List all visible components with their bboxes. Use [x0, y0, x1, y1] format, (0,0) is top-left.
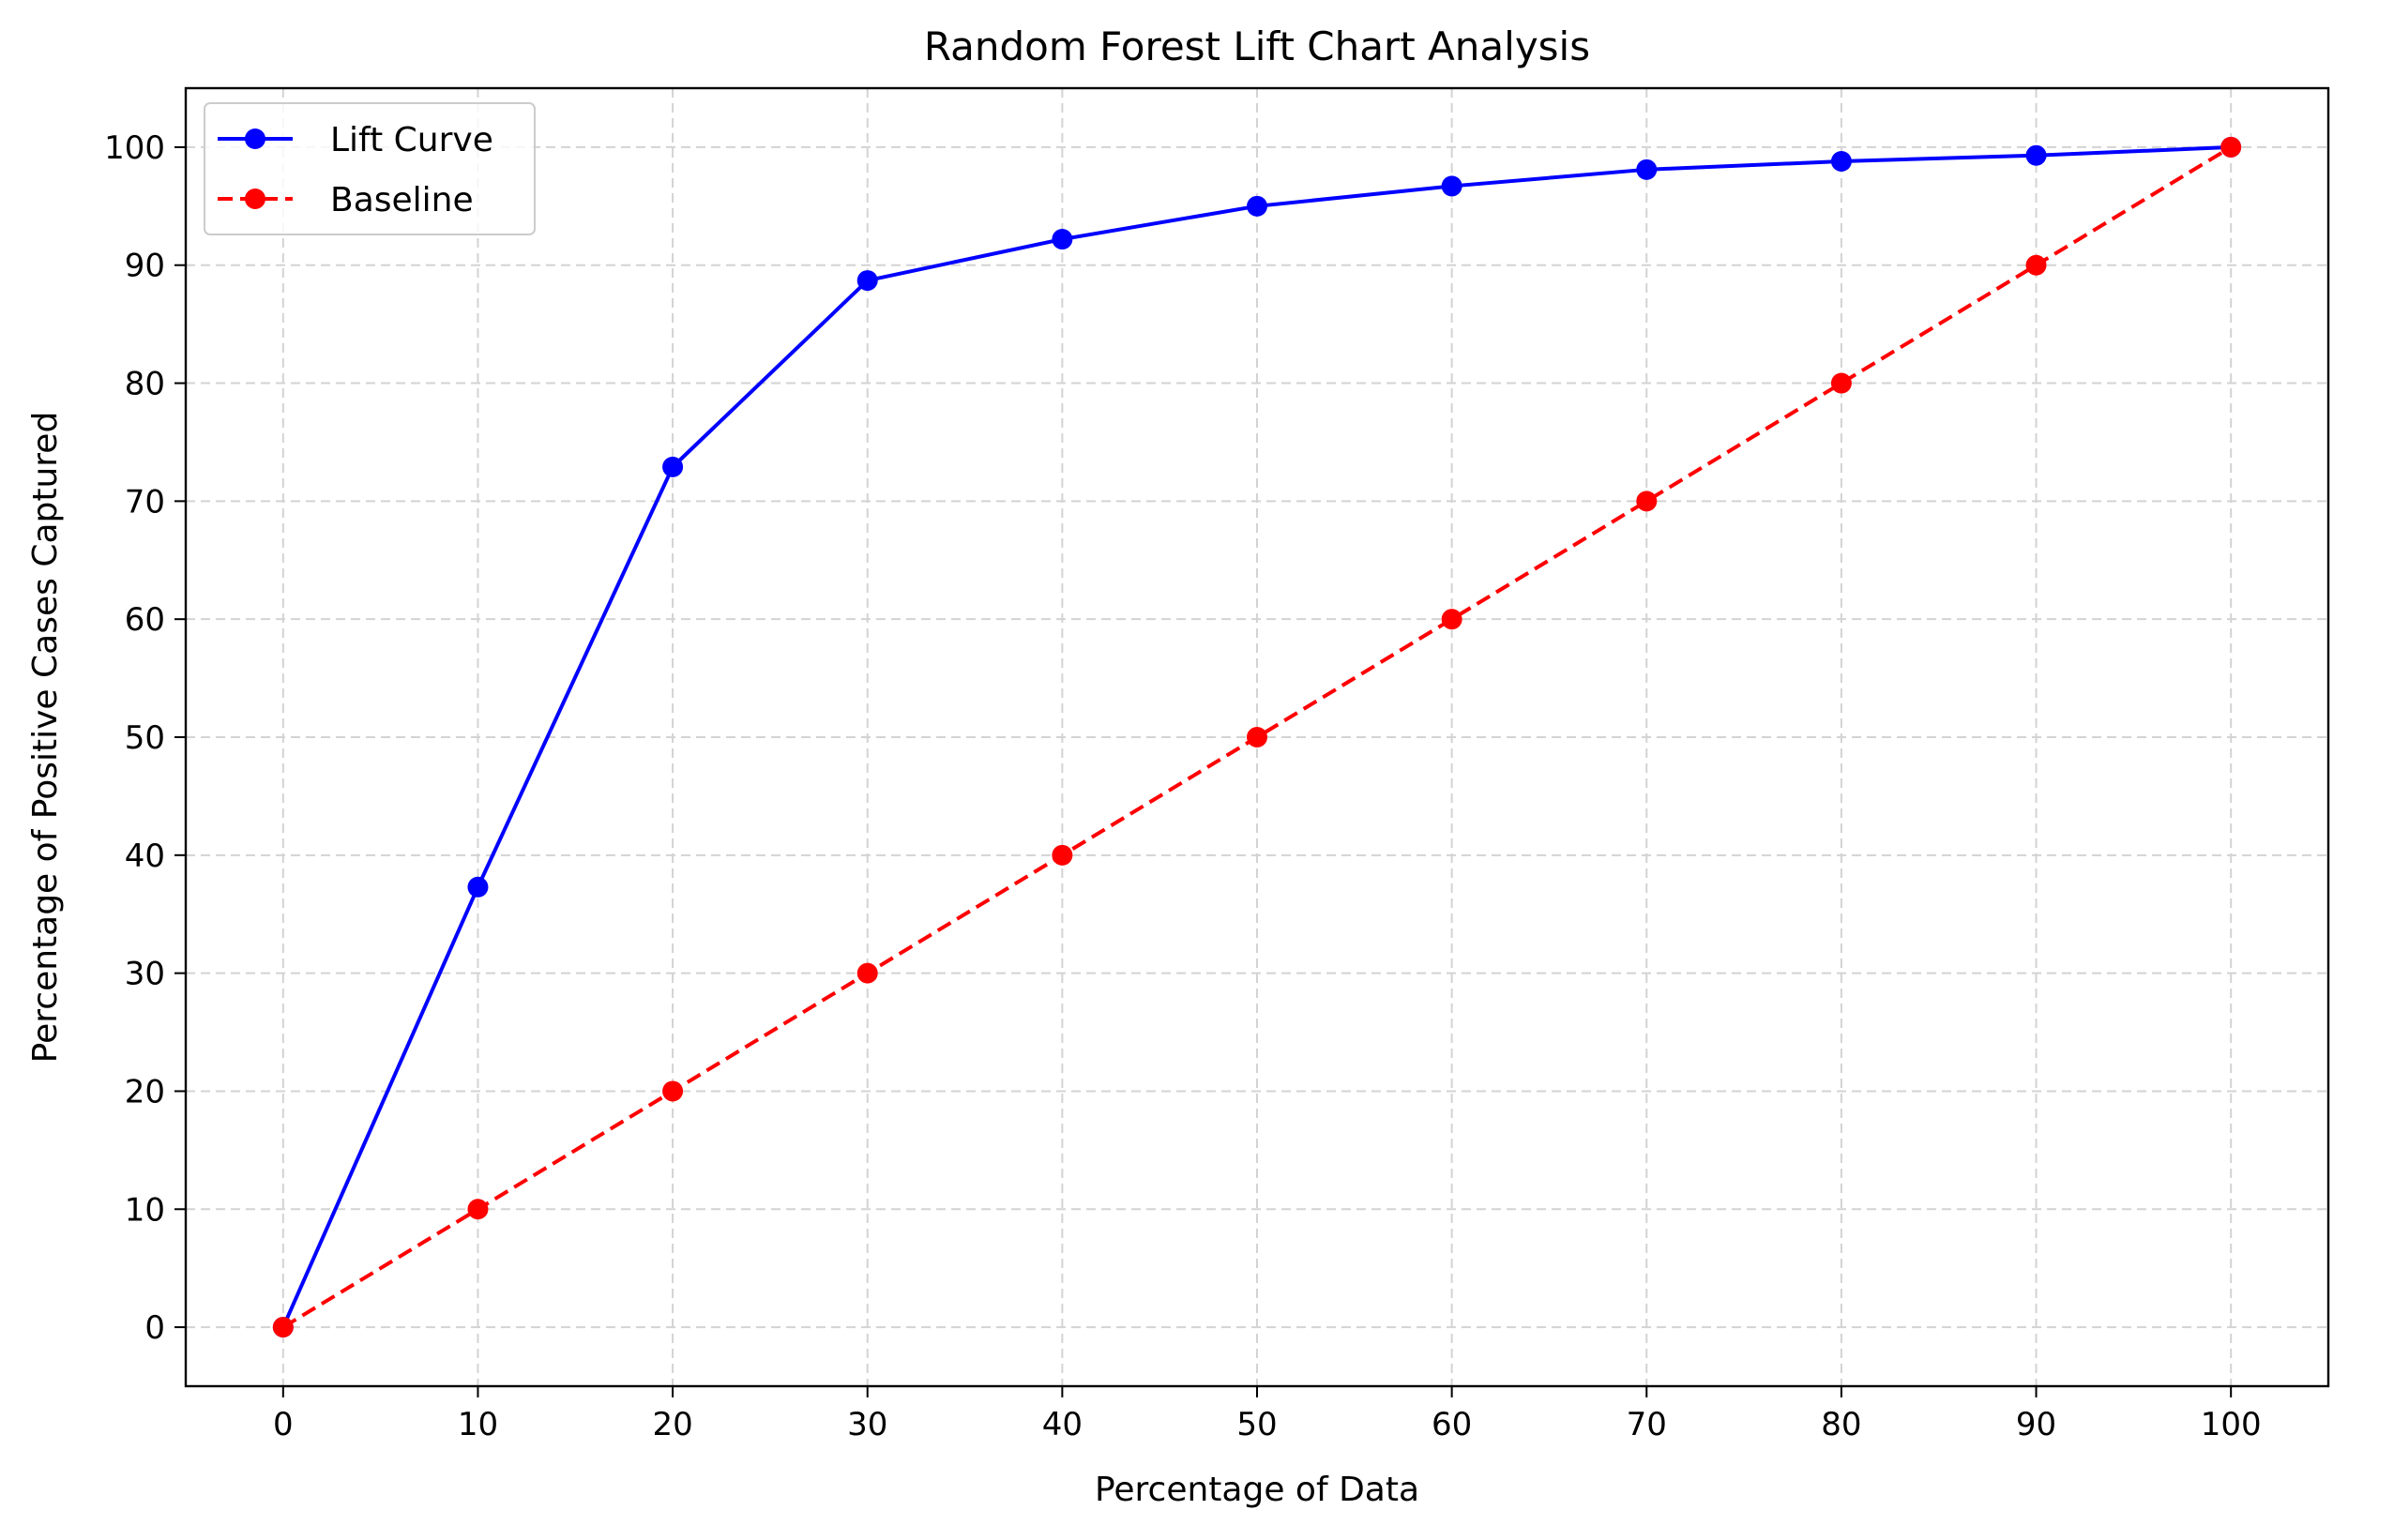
lift-curve-point-5 [1247, 195, 1267, 217]
baseline-point-6 [1441, 609, 1462, 630]
y-tick-label-70: 70 [125, 483, 165, 521]
baseline-point-1 [467, 1199, 489, 1220]
baseline-point-8 [1830, 372, 1852, 394]
baseline-point-9 [2025, 254, 2047, 276]
chart-title: Random Forest Lift Chart Analysis [924, 23, 1590, 69]
y-tick-label-20: 20 [125, 1073, 165, 1110]
y-tick-label-30: 30 [125, 956, 165, 993]
lift-curve-point-1 [467, 876, 489, 898]
lift-curve-point-6 [1441, 175, 1462, 197]
y-tick-label-80: 80 [125, 366, 165, 403]
baseline-point-3 [856, 962, 878, 984]
x-tick-label-40: 40 [1042, 1406, 1083, 1443]
y-tick-label-90: 90 [125, 248, 165, 285]
y-tick-label-0: 0 [144, 1309, 165, 1347]
x-tick-label-80: 80 [1821, 1406, 1861, 1443]
legend-marker-baseline [245, 189, 265, 209]
x-tick-label-10: 10 [458, 1406, 498, 1443]
x-tick-label-0: 0 [273, 1406, 294, 1443]
x-tick-label-50: 50 [1236, 1406, 1277, 1443]
x-tick-label-30: 30 [847, 1406, 887, 1443]
lift-curve-point-4 [1052, 229, 1073, 250]
y-tick-label-40: 40 [125, 838, 165, 875]
ticks: 0 10 20 30 40 50 60 70 80 90 100 0 10 20 30 40 50 60 70 80 9… [104, 129, 2262, 1443]
legend: Lift Curve Baseline [204, 102, 536, 235]
lift-curve-point-2 [662, 456, 684, 477]
x-tick-label-90: 90 [2016, 1406, 2056, 1443]
y-tick-label-100: 100 [104, 129, 165, 167]
legend-marker-lift-curve [245, 128, 265, 149]
baseline-point-0 [272, 1317, 294, 1338]
y-tick-label-10: 10 [125, 1191, 165, 1229]
lift-curve-point-8 [1830, 151, 1852, 173]
baseline-point-4 [1052, 844, 1073, 866]
y-tick-label-60: 60 [125, 601, 165, 639]
x-tick-label-20: 20 [652, 1406, 692, 1443]
lift-curve-point-9 [2025, 144, 2047, 166]
legend-items: Lift Curve Baseline [218, 121, 493, 219]
legend-label-lift-curve: Lift Curve [330, 121, 493, 159]
baseline-point-7 [1636, 491, 1658, 512]
legend-label-baseline: Baseline [330, 181, 474, 219]
series-layer [272, 136, 2242, 1338]
x-tick-label-60: 60 [1432, 1406, 1472, 1443]
baseline-point-5 [1247, 727, 1267, 747]
x-tick-label-70: 70 [1627, 1406, 1667, 1443]
x-tick-label-100: 100 [2201, 1406, 2262, 1443]
y-tick-label-50: 50 [125, 719, 165, 757]
legend-box [204, 102, 536, 235]
x-axis-label: Percentage of Data [1095, 1471, 1419, 1509]
y-axis-label: Percentage of Positive Cases Captured [26, 412, 65, 1064]
lift-curve-point-3 [856, 270, 878, 292]
baseline-point-10 [2220, 136, 2242, 158]
lift-curve-point-7 [1636, 159, 1658, 180]
baseline-point-2 [662, 1080, 684, 1102]
